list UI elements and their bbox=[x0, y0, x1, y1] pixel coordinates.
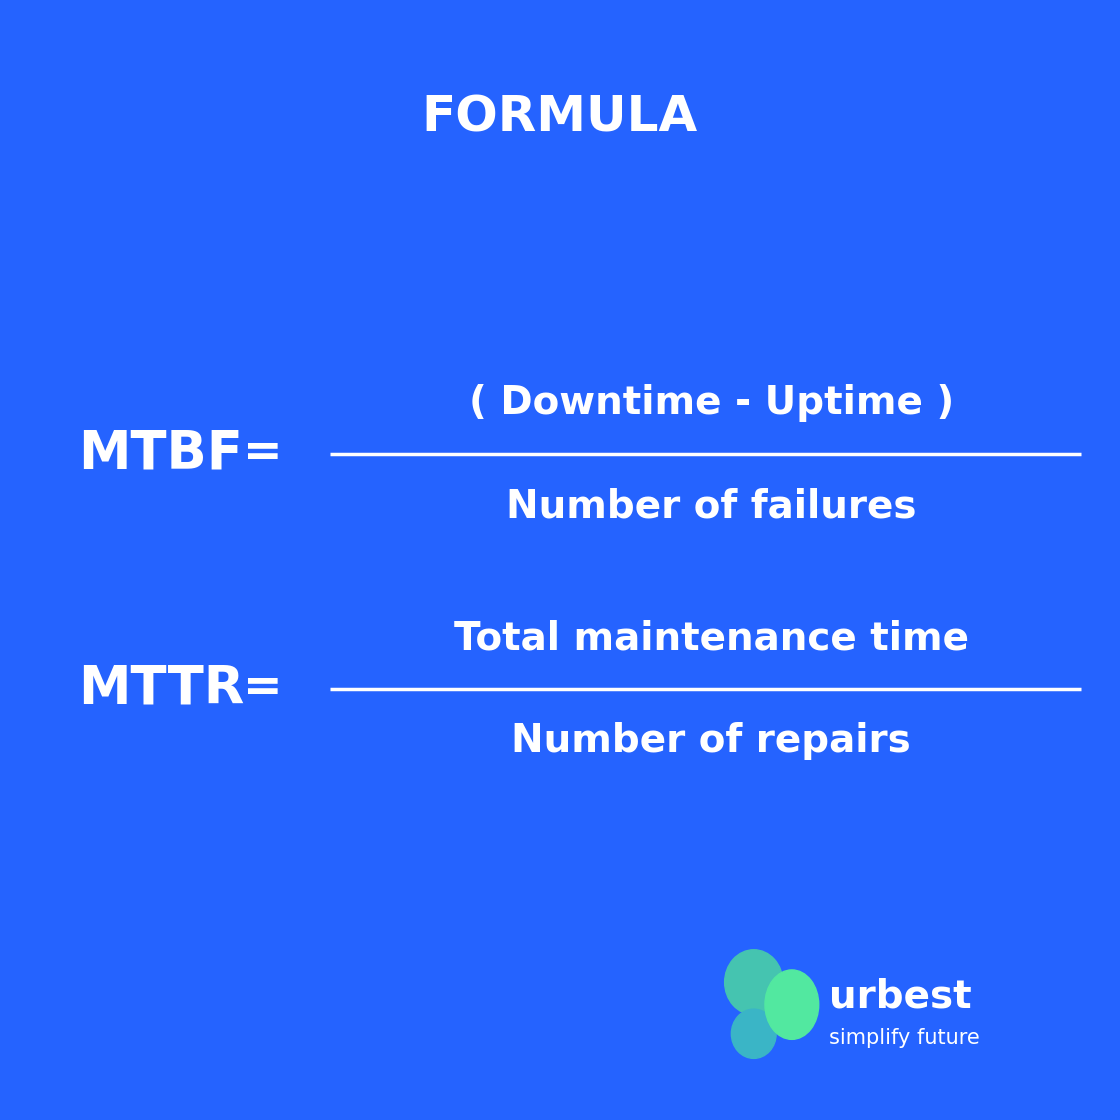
Ellipse shape bbox=[765, 970, 819, 1039]
Ellipse shape bbox=[731, 1009, 776, 1058]
Text: =: = bbox=[243, 666, 283, 711]
Ellipse shape bbox=[725, 950, 783, 1015]
Text: ( Downtime - Uptime ): ( Downtime - Uptime ) bbox=[468, 384, 954, 422]
Text: MTTR: MTTR bbox=[78, 663, 245, 715]
Text: Number of repairs: Number of repairs bbox=[512, 722, 911, 760]
Text: simplify future: simplify future bbox=[829, 1028, 980, 1048]
Text: =: = bbox=[243, 431, 283, 476]
Text: urbest: urbest bbox=[829, 978, 971, 1016]
Text: Number of failures: Number of failures bbox=[506, 487, 916, 525]
Text: Total maintenance time: Total maintenance time bbox=[454, 619, 969, 657]
Text: FORMULA: FORMULA bbox=[422, 94, 698, 141]
Text: MTBF: MTBF bbox=[78, 428, 243, 479]
